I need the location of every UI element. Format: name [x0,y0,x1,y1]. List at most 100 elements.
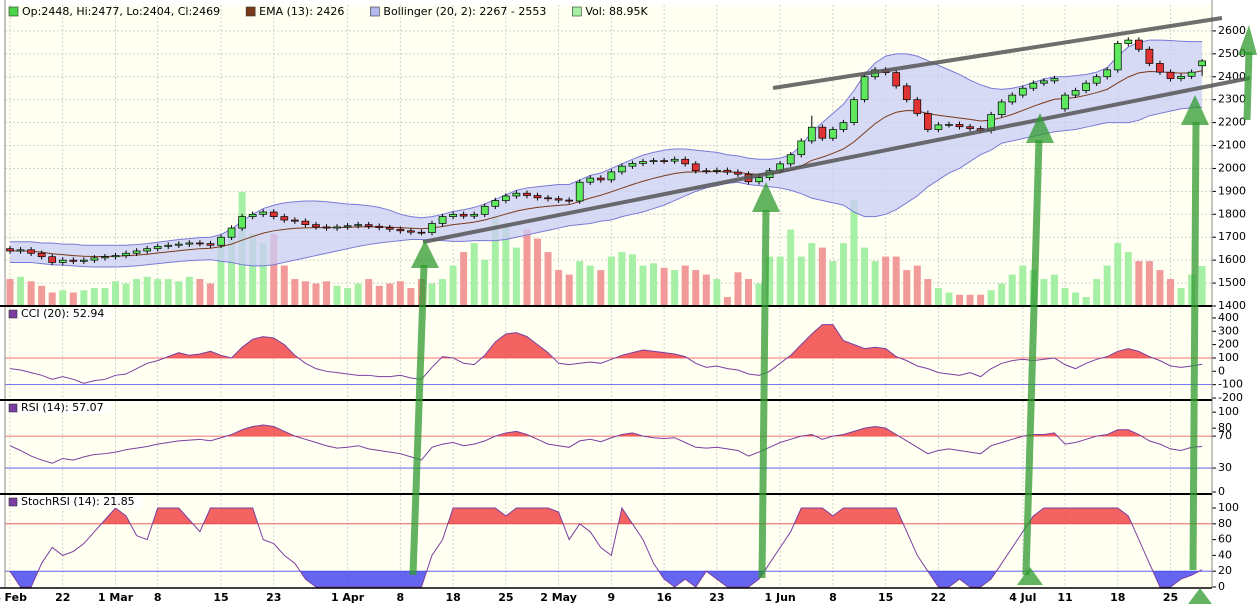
volume-bar [1135,261,1143,306]
candle-body [1124,39,1133,44]
volume-bar [270,234,278,306]
volume-bar [481,259,489,306]
legend-label: Vol: 88.95K [585,5,648,18]
candle-body [259,211,268,215]
candle-body [375,225,384,228]
volume-bar [850,199,858,306]
volume-bar [987,290,995,306]
volume-bar [776,256,784,306]
candle-body [544,197,552,200]
candle-body [248,213,257,217]
y-tick-label: 1600 [1218,253,1246,266]
y-tick-label: 2000 [1218,161,1246,174]
candle-body [37,252,46,258]
candle-body [69,259,78,262]
legend-label: StochRSI (14): 21.85 [21,495,135,508]
candle-body [79,259,88,262]
x-tick-label: 4 Jul [1009,591,1036,604]
candle-body [945,124,953,126]
indicator-line [9,506,1203,588]
y-tick-label: -200 [1218,391,1243,404]
legend-box [6,402,111,414]
overbought-fill [101,508,1132,524]
volume-bar [1008,274,1016,306]
candle-body [1113,43,1122,71]
volume-bar [597,270,605,306]
candle-body [122,252,130,256]
overbought-fill [164,324,1153,358]
volume-bar [280,265,288,306]
candle-body [238,216,246,229]
candle-body [660,160,668,163]
volume-bar [354,283,362,306]
volume-bar [586,265,594,306]
y-tick-label: 60 [1218,533,1232,546]
legend-box [6,496,142,508]
candle-body [691,163,700,172]
volume-bar [344,288,352,306]
volume-bar [745,279,752,306]
arrow-shaft [1022,139,1043,576]
candle-body [354,224,362,227]
volume-bar [1050,274,1058,306]
y-tick-label: -100 [1218,378,1243,391]
volume-bar [101,288,109,306]
candle-body [16,249,25,252]
x-tick-label: 22 [931,591,946,604]
candle-body [27,249,35,254]
candle-body [417,231,426,234]
candle-body [459,213,468,217]
panel-background [5,401,1212,494]
volume-bar [491,216,499,306]
volume-bar [333,285,341,306]
volume-bar [755,283,763,306]
panel-frame [0,0,1213,589]
volume-bar [396,281,404,306]
x-tick-label: 8 [397,591,405,604]
candle-body [111,255,120,258]
panel-background [5,495,1212,588]
volume-bar [1198,266,1206,306]
volume-bar [206,283,214,306]
y-tick-label: 40 [1218,548,1232,561]
candle-body [333,226,341,229]
volume-bar [80,290,88,306]
volume-bar [1061,288,1069,306]
candle-body [502,195,510,201]
y-tick-label: 2200 [1218,116,1246,129]
y-tick-label: 0 [1218,580,1225,593]
legend-swatch [572,6,582,17]
x-tick-label: 8 [829,591,837,604]
volume-bar [185,276,193,306]
candle-body [850,99,858,123]
volume-bar [913,265,921,306]
candle-body [312,224,320,228]
volume-bar [702,274,710,306]
candle-body [818,126,827,139]
candle-body [723,169,732,173]
arrow-head [752,182,780,212]
volume-bar [1103,265,1111,306]
arrow-shaft [1243,51,1253,121]
y-tick-label: 400 [1218,311,1239,324]
overbought-fill [10,424,1203,437]
volume-bar [386,283,394,306]
x-tick-label: 4 Feb [0,591,27,604]
candle-body [428,223,436,233]
volume-bar [164,279,172,306]
candle-body [649,160,658,163]
candle-body [206,243,215,246]
bollinger-upper [10,39,1203,246]
candle-body [565,199,574,202]
legend-swatch [8,309,18,319]
volume-bar [713,279,721,306]
volume-bar [628,254,636,306]
candle-body [1134,39,1143,50]
volume-bar [892,256,900,306]
volume-bar [59,290,67,306]
indicator-line [9,424,1203,464]
candle-body [554,198,563,201]
candle-body [807,126,816,142]
x-tick-label: 11 [1057,591,1072,604]
indicator-line [9,324,1203,384]
